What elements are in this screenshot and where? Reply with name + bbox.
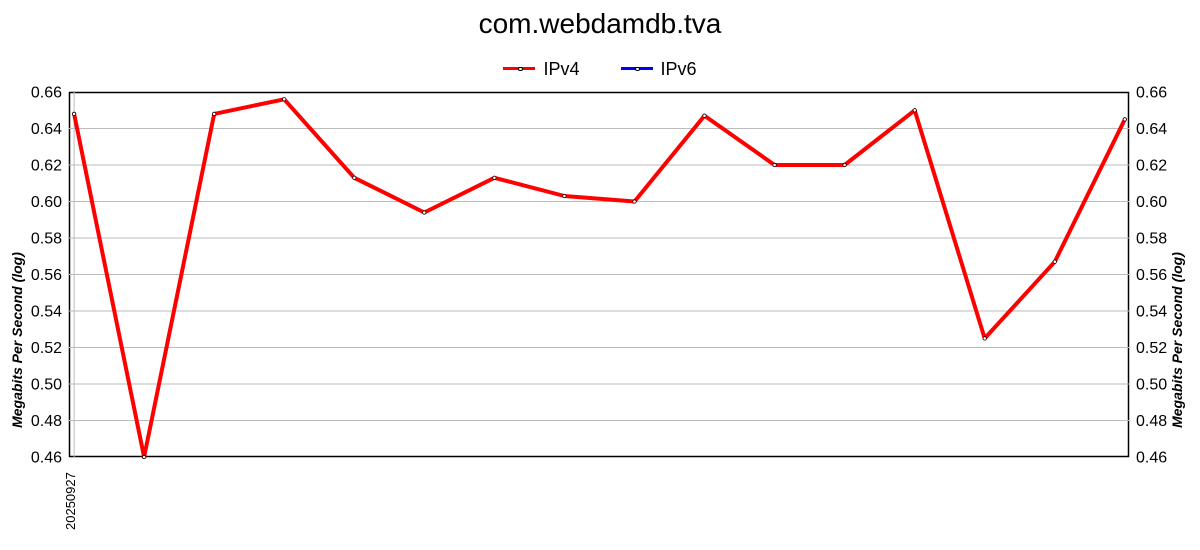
svg-text:0.46: 0.46 bbox=[31, 450, 62, 467]
svg-text:Megabits Per Second (log): Megabits Per Second (log) bbox=[1169, 252, 1185, 428]
svg-text:0.50: 0.50 bbox=[1136, 377, 1167, 394]
svg-text:0.60: 0.60 bbox=[31, 194, 62, 211]
svg-text:0.46: 0.46 bbox=[1136, 450, 1167, 467]
svg-text:0.66: 0.66 bbox=[1136, 85, 1167, 102]
svg-text:0.66: 0.66 bbox=[31, 85, 62, 102]
svg-text:0.48: 0.48 bbox=[1136, 413, 1167, 430]
svg-text:0.56: 0.56 bbox=[1136, 267, 1167, 284]
svg-text:0.58: 0.58 bbox=[1136, 231, 1167, 248]
svg-text:0.58: 0.58 bbox=[31, 231, 62, 248]
svg-text:0.54: 0.54 bbox=[31, 304, 62, 321]
svg-text:20250927: 20250927 bbox=[63, 472, 78, 530]
svg-text:0.52: 0.52 bbox=[31, 340, 62, 357]
svg-text:0.48: 0.48 bbox=[31, 413, 62, 430]
svg-text:Megabits Per Second (log): Megabits Per Second (log) bbox=[9, 252, 25, 428]
svg-text:0.64: 0.64 bbox=[31, 121, 62, 138]
svg-text:0.56: 0.56 bbox=[31, 267, 62, 284]
svg-text:0.50: 0.50 bbox=[31, 377, 62, 394]
svg-text:0.62: 0.62 bbox=[31, 158, 62, 175]
svg-text:0.54: 0.54 bbox=[1136, 304, 1167, 321]
svg-text:0.62: 0.62 bbox=[1136, 158, 1167, 175]
svg-text:0.52: 0.52 bbox=[1136, 340, 1167, 357]
svg-text:0.60: 0.60 bbox=[1136, 194, 1167, 211]
svg-text:0.64: 0.64 bbox=[1136, 121, 1167, 138]
